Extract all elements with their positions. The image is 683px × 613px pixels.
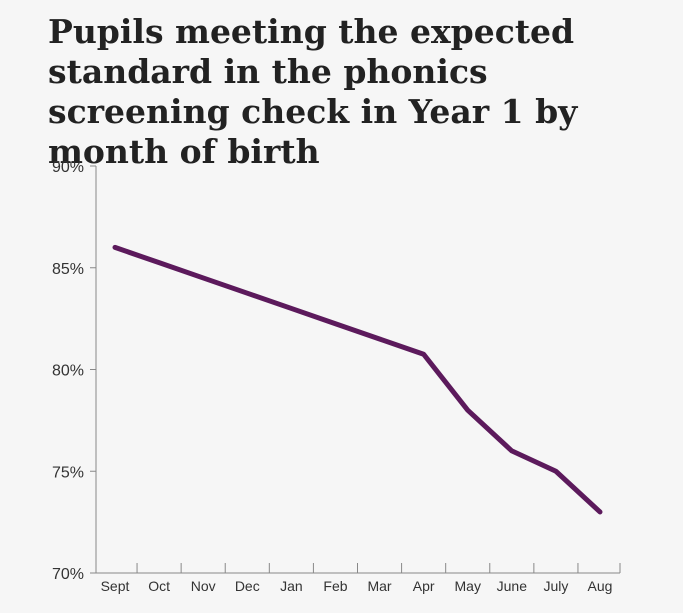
x-tick-label: Apr <box>413 578 435 594</box>
series-line <box>112 244 603 515</box>
x-tick-label: May <box>455 578 481 594</box>
x-tick-label: Oct <box>148 578 170 594</box>
y-tick-label: 80% <box>52 363 84 380</box>
chart-title: Pupils meeting the expected standard in … <box>48 12 578 171</box>
x-tick-label: Nov <box>191 578 216 594</box>
y-tick-label: 70% <box>52 566 84 583</box>
x-tick-label: Jan <box>280 578 303 594</box>
x-tick-label: June <box>497 578 528 594</box>
x-tick-label: Dec <box>235 578 260 594</box>
y-tick-label: 85% <box>52 261 84 278</box>
x-tick-label: Sept <box>101 578 130 594</box>
y-tick-label: 90% <box>52 159 84 176</box>
x-tick-label: Feb <box>323 578 347 594</box>
x-tick-label: Aug <box>588 578 613 594</box>
series-group <box>112 244 603 515</box>
y-axis: 70% 75% 80% 85% 90% <box>52 159 97 583</box>
x-tick-label: July <box>543 578 568 594</box>
y-tick-label: 75% <box>52 464 84 481</box>
x-axis: Sept Oct Nov Dec Jan Feb Mar Apr May June July Aug <box>96 563 621 594</box>
x-tick-label: Mar <box>367 578 391 594</box>
